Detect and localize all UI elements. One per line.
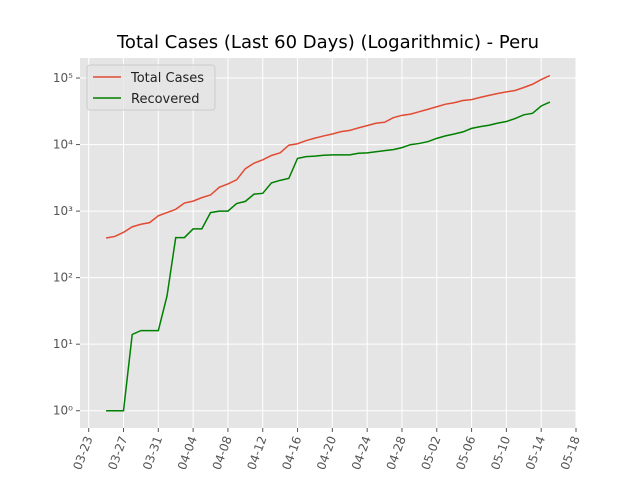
y-tick-label: 10¹ [53, 337, 73, 351]
x-tick-label: 04-04 [175, 434, 200, 472]
series-line [105, 74, 551, 239]
lines [105, 74, 551, 412]
x-tick-label: 05-10 [488, 434, 513, 472]
y-tick-label: 10⁵ [53, 71, 73, 85]
x-tick-label: 03-23 [70, 434, 95, 472]
plot-area [80, 58, 576, 428]
x-tick-label: 05-06 [453, 434, 478, 472]
y-tick-label: 10⁰ [53, 404, 73, 418]
x-tick-label: 04-20 [314, 434, 339, 472]
y-tick-label: 10³ [53, 204, 73, 218]
legend-label: Recovered [131, 92, 200, 107]
y-tick-label: 10⁴ [53, 138, 73, 152]
y-tick-label: 10² [53, 271, 73, 285]
x-tick-label: 03-31 [140, 434, 165, 472]
x-tick-label: 05-18 [558, 434, 583, 472]
x-tick-label: 04-24 [349, 434, 374, 472]
x-tick-label: 05-02 [419, 434, 444, 472]
legend-label: Total Cases [130, 71, 204, 86]
series-line [106, 101, 551, 412]
x-tick-label: 04-08 [210, 434, 235, 472]
legend: Total Cases Recovered [86, 64, 216, 111]
x-tick-label: 04-12 [244, 434, 269, 472]
chart-title: Total Cases (Last 60 Days) (Logarithmic)… [116, 32, 539, 53]
x-tick-label: 04-16 [279, 434, 304, 472]
x-tick-label: 05-14 [523, 434, 548, 472]
x-tick-label: 03-27 [105, 434, 130, 472]
x-tick-label: 04-28 [384, 434, 409, 472]
